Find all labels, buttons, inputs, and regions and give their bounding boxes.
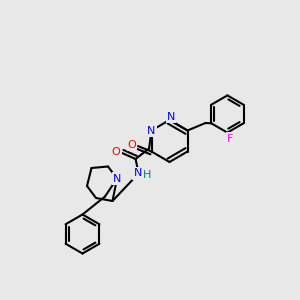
Text: N: N [167,112,175,122]
Text: N: N [147,125,156,136]
Text: H: H [143,170,151,180]
Text: O: O [112,147,121,157]
Text: N: N [113,173,121,184]
Text: N: N [134,168,142,178]
Text: O: O [128,140,136,150]
Text: F: F [227,134,234,144]
